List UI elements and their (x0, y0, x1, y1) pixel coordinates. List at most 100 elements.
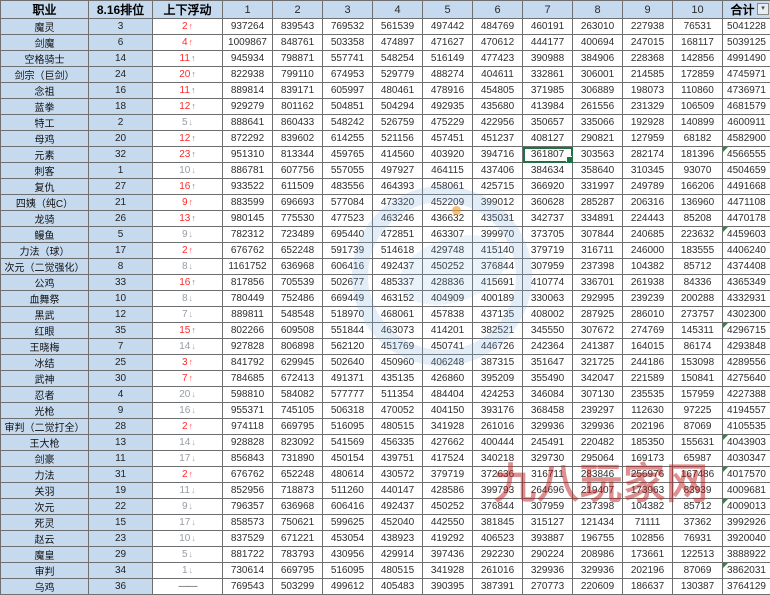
cell-rank[interactable]: 27 (89, 179, 153, 195)
cell-value[interactable]: 104382 (623, 259, 673, 275)
cell-value[interactable]: 261016 (473, 419, 523, 435)
cell-value[interactable]: 459765 (323, 147, 373, 163)
cell-rank[interactable]: 23 (89, 531, 153, 547)
cell-value[interactable]: 652248 (273, 243, 323, 259)
cell-value[interactable]: 192928 (623, 115, 673, 131)
cell-value[interactable]: 858573 (223, 515, 273, 531)
selected-cell[interactable]: 361807 (523, 147, 573, 163)
cell-total[interactable]: 4105535 (723, 419, 770, 435)
cell-value[interactable]: 436632 (423, 211, 473, 227)
cell-total[interactable]: 4227388 (723, 387, 770, 403)
cell-value[interactable]: 71111 (623, 515, 673, 531)
cell-value[interactable]: 705539 (273, 275, 323, 291)
cell-value[interactable]: 198073 (623, 83, 673, 99)
cell-job[interactable]: 审判（二觉打全） (1, 419, 89, 435)
cell-value[interactable]: 609508 (273, 323, 323, 339)
cell-value[interactable]: 731890 (273, 451, 323, 467)
cell-value[interactable]: 599625 (323, 515, 373, 531)
cell-value[interactable]: 860433 (273, 115, 323, 131)
cell-change[interactable]: 2↑ (153, 419, 223, 435)
cell-value[interactable]: 551844 (323, 323, 373, 339)
cell-total[interactable]: 3862031 (723, 563, 770, 579)
cell-value[interactable]: 798871 (273, 51, 323, 67)
cell-value[interactable]: 435135 (373, 371, 423, 387)
cell-rank[interactable]: 35 (89, 323, 153, 339)
cell-change[interactable]: 2↑ (153, 467, 223, 483)
cell-total[interactable]: 4991490 (723, 51, 770, 67)
cell-value[interactable]: 404150 (423, 403, 473, 419)
cell-total[interactable]: 3888922 (723, 547, 770, 563)
cell-rank[interactable]: 5 (89, 227, 153, 243)
cell-value[interactable]: 980145 (223, 211, 273, 227)
cell-total[interactable]: 3764129 (723, 579, 770, 595)
cell-value[interactable]: 196755 (573, 531, 623, 547)
cell-value[interactable]: 669795 (273, 419, 323, 435)
cell-value[interactable]: 506318 (323, 403, 373, 419)
cell-total[interactable]: 4406240 (723, 243, 770, 259)
cell-value[interactable]: 669795 (273, 563, 323, 579)
cell-total[interactable]: 4332931 (723, 291, 770, 307)
col-header-3[interactable]: 3 (323, 1, 373, 19)
cell-value[interactable]: 475229 (423, 115, 473, 131)
cell-job[interactable]: 王大枪 (1, 435, 89, 451)
cell-value[interactable]: 435680 (473, 99, 523, 115)
cell-value[interactable]: 235535 (623, 387, 673, 403)
cell-job[interactable]: 死灵 (1, 515, 89, 531)
cell-change[interactable]: 2↑ (153, 243, 223, 259)
cell-value[interactable]: 306889 (573, 83, 623, 99)
cell-change[interactable]: 10↓ (153, 163, 223, 179)
cell-change[interactable]: 16↓ (153, 403, 223, 419)
cell-value[interactable]: 929279 (223, 99, 273, 115)
cell-rank[interactable]: 25 (89, 355, 153, 371)
cell-rank[interactable]: 31 (89, 467, 153, 483)
cell-total[interactable]: 4296715 (723, 323, 770, 339)
cell-job[interactable]: 王晓梅 (1, 339, 89, 355)
cell-value[interactable]: 557055 (323, 163, 373, 179)
cell-change[interactable]: 11↑ (153, 51, 223, 67)
cell-value[interactable]: 672413 (273, 371, 323, 387)
cell-value[interactable]: 290224 (523, 547, 573, 563)
cell-value[interactable]: 86174 (673, 339, 723, 355)
cell-value[interactable]: 37362 (673, 515, 723, 531)
cell-value[interactable]: 480515 (373, 419, 423, 435)
cell-value[interactable]: 223632 (673, 227, 723, 243)
cell-change[interactable]: 7↑ (153, 371, 223, 387)
cell-job[interactable]: 力法（球） (1, 243, 89, 259)
col-header-7[interactable]: 7 (523, 1, 573, 19)
cell-value[interactable]: 387315 (473, 355, 523, 371)
col-header-change[interactable]: 上下浮动 (153, 1, 223, 19)
cell-job[interactable]: 次元 (1, 499, 89, 515)
cell-value[interactable]: 636968 (273, 499, 323, 515)
cell-value[interactable]: 414560 (373, 147, 423, 163)
cell-value[interactable]: 307130 (573, 387, 623, 403)
cell-value[interactable]: 561539 (373, 19, 423, 35)
cell-value[interactable]: 516095 (323, 419, 373, 435)
cell-value[interactable]: 671221 (273, 531, 323, 547)
cell-rank[interactable]: 4 (89, 387, 153, 403)
col-header-1[interactable]: 1 (223, 1, 273, 19)
cell-value[interactable]: 404611 (473, 67, 523, 83)
cell-value[interactable]: 136960 (673, 195, 723, 211)
cell-total[interactable]: 4043903 (723, 435, 770, 451)
cell-value[interactable]: 723489 (273, 227, 323, 243)
cell-total[interactable]: 4009013 (723, 499, 770, 515)
cell-value[interactable]: 68182 (673, 131, 723, 147)
cell-value[interactable]: 307672 (573, 323, 623, 339)
cell-value[interactable]: 427662 (423, 435, 473, 451)
cell-value[interactable]: 360628 (523, 195, 573, 211)
cell-value[interactable]: 695440 (323, 227, 373, 243)
cell-value[interactable]: 384906 (573, 51, 623, 67)
col-header-total[interactable]: 合计▾ (723, 1, 770, 19)
cell-value[interactable]: 145311 (673, 323, 723, 339)
cell-value[interactable]: 400694 (573, 35, 623, 51)
cell-value[interactable]: 168117 (673, 35, 723, 51)
cell-total[interactable]: 3992926 (723, 515, 770, 531)
cell-value[interactable]: 379719 (523, 243, 573, 259)
cell-change[interactable]: 23↑ (153, 147, 223, 163)
cell-value[interactable]: 237398 (573, 499, 623, 515)
cell-value[interactable]: 173963 (623, 483, 673, 499)
cell-value[interactable]: 329936 (573, 563, 623, 579)
cell-value[interactable]: 65987 (673, 451, 723, 467)
cell-total[interactable]: 4030347 (723, 451, 770, 467)
cell-value[interactable]: 492437 (373, 499, 423, 515)
